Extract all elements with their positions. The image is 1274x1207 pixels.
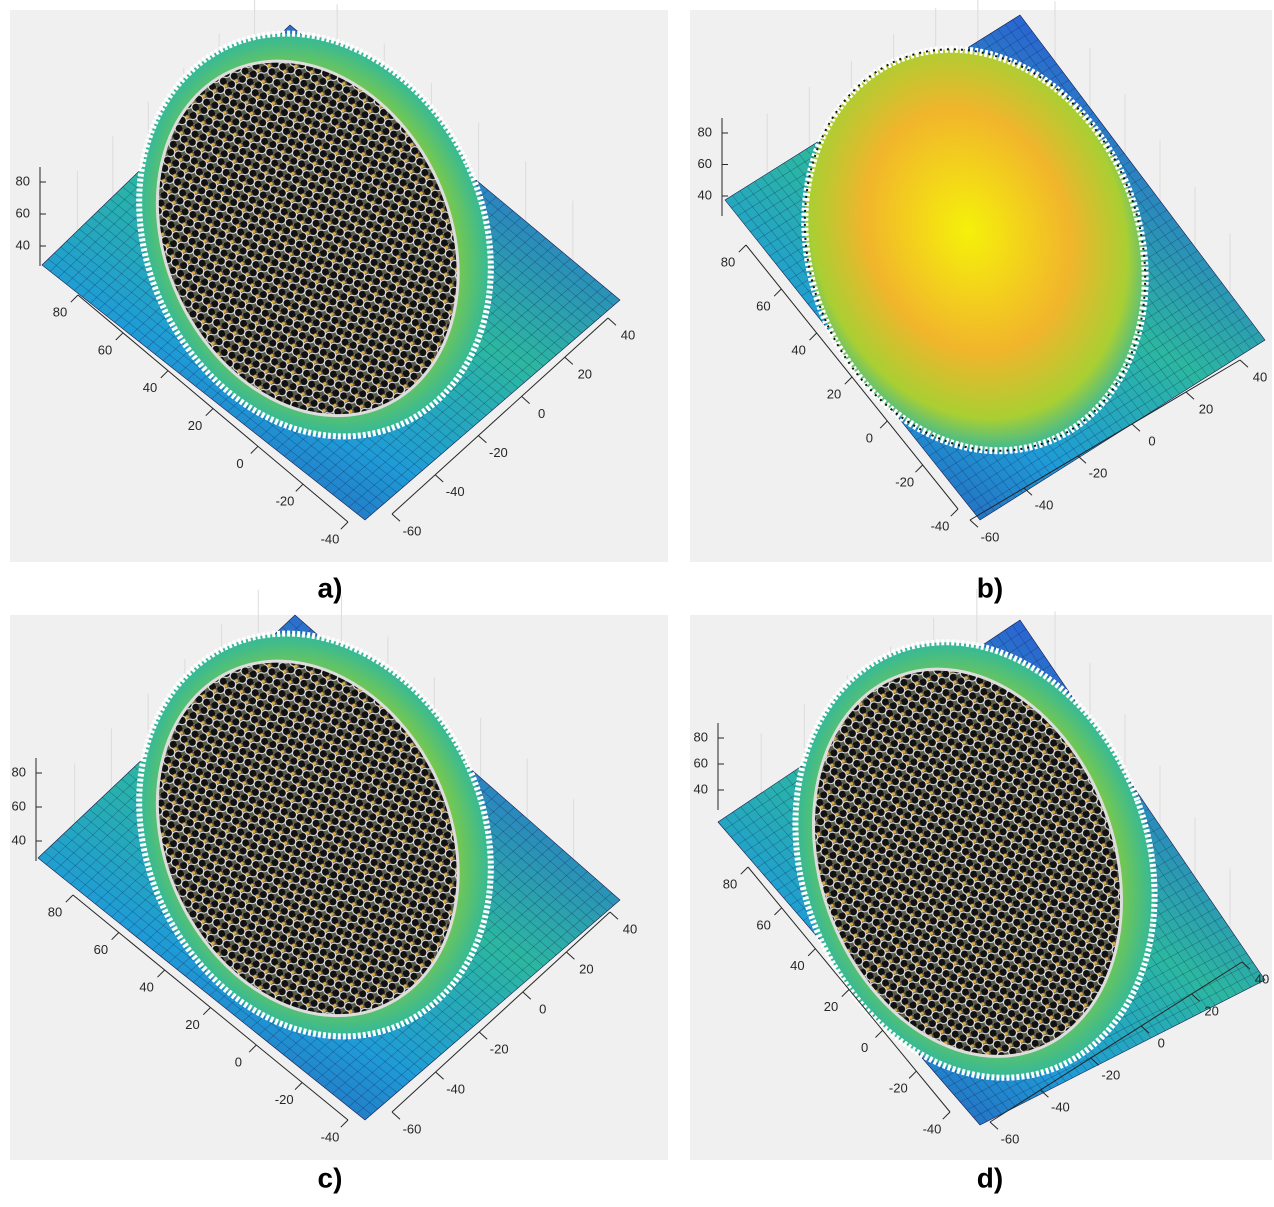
panel-caption: b) [977, 572, 1003, 603]
panel-caption: a) [318, 572, 343, 603]
y-tick-label: -20 [1089, 465, 1108, 480]
y-tick-label: -60 [403, 523, 422, 538]
x-tick-label: 0 [866, 430, 873, 445]
z-tick-label: 80 [12, 764, 26, 779]
x-tick-label: 40 [139, 979, 153, 994]
figure: 80 60 40 20 0 -20 -40 40 20 0 -20 -40 -60 40 60 80 a) 80 6… [0, 0, 1274, 1202]
z-tick-label: 80 [694, 729, 708, 744]
x-tick-label: -20 [889, 1081, 908, 1096]
x-tick-label: -20 [275, 1092, 294, 1107]
x-tick-label: 40 [143, 380, 157, 395]
y-tick-label: 0 [1148, 433, 1155, 448]
x-tick-label: 80 [48, 904, 62, 919]
z-tick-label: 60 [698, 156, 712, 171]
x-tick-label: 0 [235, 1054, 242, 1069]
x-tick-label: 0 [236, 456, 243, 471]
y-tick-label: -20 [490, 1041, 509, 1056]
x-tick-label: -40 [923, 1121, 942, 1136]
y-tick-label: 40 [623, 921, 637, 936]
z-tick-label: 40 [12, 832, 26, 847]
y-tick-label: -60 [403, 1121, 422, 1136]
x-tick-label: -40 [321, 1129, 340, 1144]
x-tick-label: 20 [827, 386, 841, 401]
y-tick-label: -40 [446, 484, 465, 499]
y-tick-label: -20 [1101, 1067, 1120, 1082]
x-tick-label: 20 [824, 999, 838, 1014]
y-tick-label: -40 [1035, 497, 1054, 512]
x-tick-label: 20 [188, 418, 202, 433]
z-tick-label: 40 [16, 237, 30, 252]
y-tick-label: 20 [578, 367, 592, 382]
x-tick-label: 80 [723, 876, 737, 891]
x-tick-label: 60 [98, 342, 112, 357]
y-tick-label: 0 [1158, 1035, 1165, 1050]
z-tick-label: 60 [12, 798, 26, 813]
x-tick-label: -20 [276, 494, 295, 509]
x-tick-label: 20 [185, 1017, 199, 1032]
surface-panel: 80 60 40 20 0 -20 -40 40 20 0 -20 -40 -60 40 60 80 a) [10, 0, 668, 603]
x-tick-label: 60 [94, 942, 108, 957]
y-tick-label: -60 [981, 529, 1000, 544]
x-tick-label: 60 [756, 298, 770, 313]
y-tick-label: 20 [1199, 401, 1213, 416]
x-tick-label: 80 [53, 304, 67, 319]
x-tick-label: -20 [895, 474, 914, 489]
y-tick-label: 0 [539, 1001, 546, 1016]
y-tick-label: 40 [1253, 369, 1267, 384]
y-tick-label: 40 [621, 327, 635, 342]
z-tick-label: 80 [698, 124, 712, 139]
x-tick-label: 80 [721, 254, 735, 269]
y-tick-label: 40 [1255, 971, 1269, 986]
z-tick-label: 40 [698, 187, 712, 202]
x-tick-label: -40 [931, 518, 950, 533]
y-tick-label: -60 [1001, 1131, 1020, 1146]
surface-panel: 80 60 40 20 0 -20 -40 40 20 0 -20 -40 -60 40 60 80 c) [10, 575, 668, 1193]
x-tick-label: -40 [321, 531, 340, 546]
panel-caption: c) [318, 1162, 343, 1193]
x-tick-label: 40 [790, 958, 804, 973]
z-tick-label: 60 [16, 205, 30, 220]
y-tick-label: 0 [538, 406, 545, 421]
surface-panel: 80 60 40 20 0 -20 -40 40 20 0 -20 -40 -60 40 60 80 b) [690, 0, 1272, 603]
z-tick-label: 40 [694, 781, 708, 796]
z-tick-label: 80 [16, 173, 30, 188]
x-tick-label: 0 [861, 1040, 868, 1055]
y-tick-label: 20 [579, 961, 593, 976]
surface-panel: 80 60 40 20 0 -20 -40 40 20 0 -20 -40 -60 40 60 80 d) [690, 589, 1272, 1194]
y-tick-label: 20 [1204, 1003, 1218, 1018]
y-tick-label: -20 [489, 445, 508, 460]
y-tick-label: -40 [1051, 1099, 1070, 1114]
z-tick-label: 60 [694, 755, 708, 770]
x-tick-label: 40 [791, 342, 805, 357]
panel-caption: d) [977, 1162, 1003, 1193]
x-tick-label: 60 [756, 917, 770, 932]
y-tick-label: -40 [446, 1081, 465, 1096]
